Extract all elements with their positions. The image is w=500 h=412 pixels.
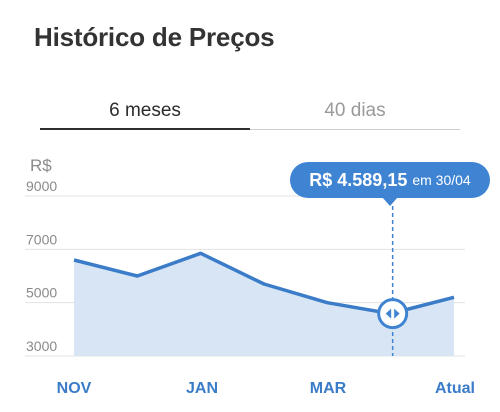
tooltip-pointer bbox=[382, 197, 398, 206]
price-area-fill bbox=[74, 253, 454, 356]
drag-handle-circle[interactable] bbox=[377, 298, 409, 330]
y-tick-label: 7000 bbox=[26, 231, 57, 247]
x-tick-label: Atual bbox=[435, 380, 475, 397]
drag-arrows-icon bbox=[385, 308, 400, 319]
price-tooltip: R$ 4.589,15 em 30/04 bbox=[290, 162, 490, 198]
tooltip-date: em 30/04 bbox=[412, 172, 471, 188]
x-tick-label: MAR bbox=[310, 380, 347, 397]
active-tab-indicator bbox=[40, 128, 250, 130]
tab-6-meses[interactable]: 6 meses bbox=[109, 100, 181, 121]
period-tabs: 6 meses 40 dias bbox=[40, 96, 460, 136]
page-title: Histórico de Preços bbox=[34, 22, 275, 52]
x-tick-label: JAN bbox=[186, 380, 218, 397]
selection-handle[interactable] bbox=[377, 298, 409, 330]
tooltip-price: R$ 4.589,15 bbox=[309, 169, 408, 190]
x-tick-label: NOV bbox=[57, 380, 92, 397]
tabs-divider bbox=[40, 129, 460, 130]
y-axis-labels: 9000 7000 5000 3000 bbox=[26, 178, 57, 354]
y-tick-label: 5000 bbox=[26, 285, 57, 301]
y-tick-label: 3000 bbox=[26, 338, 57, 354]
tab-40-dias[interactable]: 40 dias bbox=[324, 100, 386, 121]
y-unit-label: R$ bbox=[30, 156, 52, 175]
y-tick-label: 9000 bbox=[26, 178, 57, 194]
x-axis-labels: NOV JAN MAR Atual bbox=[57, 380, 475, 397]
